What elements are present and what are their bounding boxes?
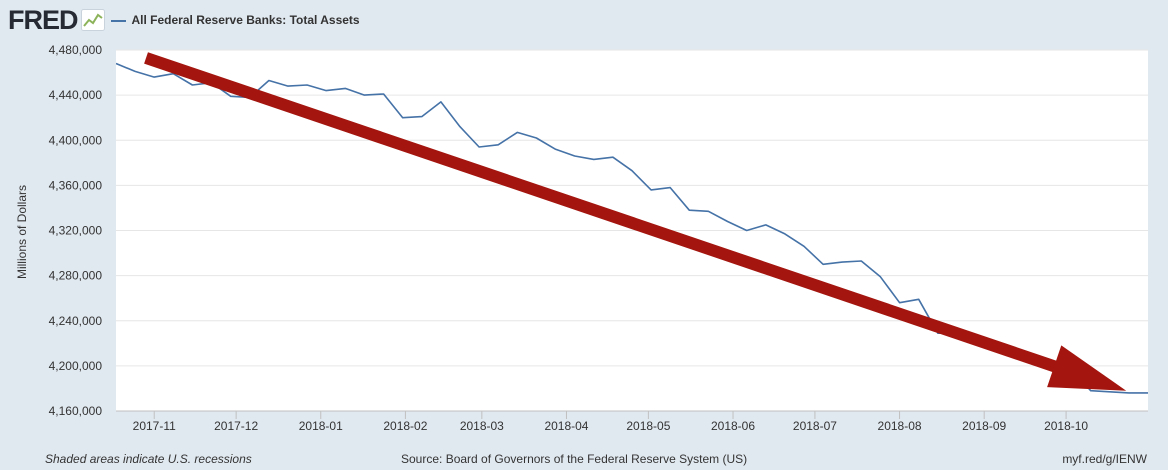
x-tick-label: 2018-05 (626, 419, 670, 433)
x-tick-label: 2018-09 (962, 419, 1006, 433)
x-tick-label: 2018-07 (793, 419, 837, 433)
x-tick-label: 2017-12 (214, 419, 258, 433)
fred-logo[interactable]: FRED (8, 4, 78, 35)
trend-arrow (144, 52, 1127, 391)
grid-lines (116, 49, 1148, 367)
trend-arrow-head (1047, 345, 1127, 391)
y-tick-label: 4,400,000 (49, 133, 103, 147)
short-link[interactable]: myf.red/g/IENW (1062, 452, 1147, 466)
legend-label: All Federal Reserve Banks: Total Assets (131, 13, 360, 27)
x-tick-label: 2017-11 (133, 419, 176, 433)
x-tick-label: 2018-02 (383, 419, 427, 433)
x-tick-label: 2018-01 (299, 419, 343, 433)
y-tick-label: 4,320,000 (49, 224, 103, 238)
x-axis: 2017-11 2017-12 2018-01 2018-02 2018-03 2018-… (116, 410, 1148, 433)
recession-note: Shaded areas indicate U.S. recessions (45, 452, 252, 466)
x-tick-label: 2018-03 (460, 419, 504, 433)
chart-line-icon (80, 9, 105, 31)
legend-line-swatch (110, 19, 126, 22)
x-tick-label: 2018-04 (544, 419, 588, 433)
header: FRED All Federal Reserve Banks: Total As… (8, 4, 360, 36)
y-tick-label: 4,280,000 (49, 269, 103, 283)
trend-arrow-shaft (144, 52, 1060, 374)
y-tick-label: 4,160,000 (49, 404, 103, 418)
y-axis: 4,160,000 4,200,000 4,240,000 4,280,000 4,32… (49, 43, 103, 418)
y-tick-label: 4,480,000 (49, 43, 103, 57)
x-tick-label: 2018-06 (711, 419, 755, 433)
x-tick-label: 2018-08 (878, 419, 922, 433)
y-tick-label: 4,200,000 (49, 359, 103, 373)
x-tick-label: 2018-10 (1044, 419, 1088, 433)
y-tick-label: 4,240,000 (49, 314, 103, 328)
y-tick-label: 4,440,000 (49, 88, 103, 102)
y-tick-label: 4,360,000 (49, 178, 103, 192)
source-note: Source: Board of Governors of the Federa… (401, 452, 748, 466)
